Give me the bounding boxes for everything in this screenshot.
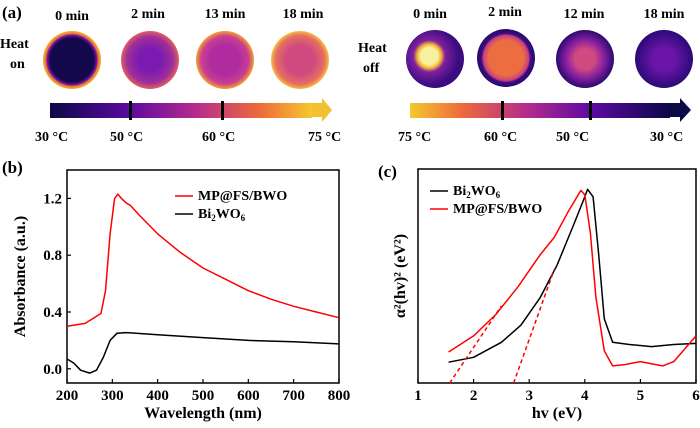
x-tick-label: 400 [146,388,169,404]
thermal-image [271,31,329,89]
time-label: 0 min [55,9,89,24]
series-line-bi2wo6 [448,188,697,363]
colorbar-tick [129,101,132,120]
x-tick-label: 6 [692,388,700,404]
temperature-colorbar [410,103,670,118]
colorbar-tick [501,101,504,120]
x-tick-label: 5 [637,388,645,404]
x-tick-label: 700 [282,388,305,404]
series-line-mpfsbwo [66,193,340,327]
thermal-image [196,31,254,89]
x-tick-label: 800 [328,388,351,404]
colorbar-tick [221,101,224,120]
x-axis-label: Wavelength (nm) [144,405,262,422]
legend-label: Bi2WO6 [198,207,246,223]
time-label: 0 min [413,7,447,22]
x-tick-label: 600 [237,388,260,404]
scale-label: 60 °C [484,130,517,145]
scale-label: 50 °C [110,130,143,145]
y-axis-label: α²(hv)² (eV²) [392,234,409,318]
heat-on-label-2: on [10,57,25,72]
scale-label: 60 °C [202,130,235,145]
heat-off-label-2: off [363,61,380,76]
heat-off-group: Heat off 0 min 2 min 12 min 18 min 75 °C… [358,5,693,145]
x-tick-label: 2 [470,388,478,404]
x-tick-label: 300 [101,388,124,404]
scale-label: 30 °C [35,130,68,145]
temperature-colorbar [50,103,312,118]
tauc-plot-chart: 1 2 3 4 5 6 hv (eV) α²(hv)² (eV²) Bi2WO6 MP@FS/BW… [392,168,700,422]
time-label: 13 min [205,7,246,22]
x-tick-label: 3 [525,388,533,404]
y-axis-label: Absorbance (a.u.) [12,216,29,337]
x-tick-label: 500 [192,388,215,404]
x-axis-label: hv (eV) [532,405,582,422]
scale-label: 30 °C [650,130,683,145]
arrow-icon [312,98,332,122]
heat-on-label-1: Heat [0,37,29,52]
heat-off-label-1: Heat [358,41,387,56]
time-label: 12 min [564,7,605,22]
y-tick-label: 0.4 [43,305,62,321]
scale-label: 75 °C [398,130,431,145]
time-label: 2 min [488,5,522,20]
arrow-icon [670,98,691,122]
series-line-mpfsbwo [448,189,697,367]
panel-a-label: (a) [2,3,22,22]
thermal-image [477,29,535,87]
tangent-line [512,269,555,384]
absorbance-chart: 200 300 400 500 600 700 800 0.0 0.4 0.8 1.2 Wavelen… [12,169,351,422]
time-label: 18 min [644,7,685,22]
tangent-line [449,305,503,384]
y-tick-label: 0.8 [43,248,62,264]
panel-c-label: (c) [378,162,397,181]
thermal-image [406,30,464,88]
time-label: 2 min [131,7,165,22]
colorbar-tick [589,101,592,120]
scale-label: 75 °C [308,130,341,145]
series-line-bi2wo6 [66,331,340,374]
thermal-image [121,31,179,89]
y-tick-label: 0.0 [43,362,62,378]
time-label: 18 min [283,7,324,22]
legend-label: MP@FS/BWO [453,202,542,217]
x-tick-label: 4 [581,388,589,404]
scale-label: 50 °C [556,130,589,145]
legend-label: Bi2WO6 [453,184,501,200]
legend-label: MP@FS/BWO [198,189,287,204]
y-tick-label: 1.2 [43,191,62,207]
heat-on-group: Heat on 0 min 2 min 13 min 18 min 30 °C … [0,7,341,145]
thermal-image [556,30,614,88]
thermal-image [635,30,693,88]
thermal-image [43,31,101,89]
panel-b-label: (b) [2,158,23,177]
x-tick-label: 200 [56,388,79,404]
x-tick-label: 1 [414,388,422,404]
plot-frame [417,168,697,384]
